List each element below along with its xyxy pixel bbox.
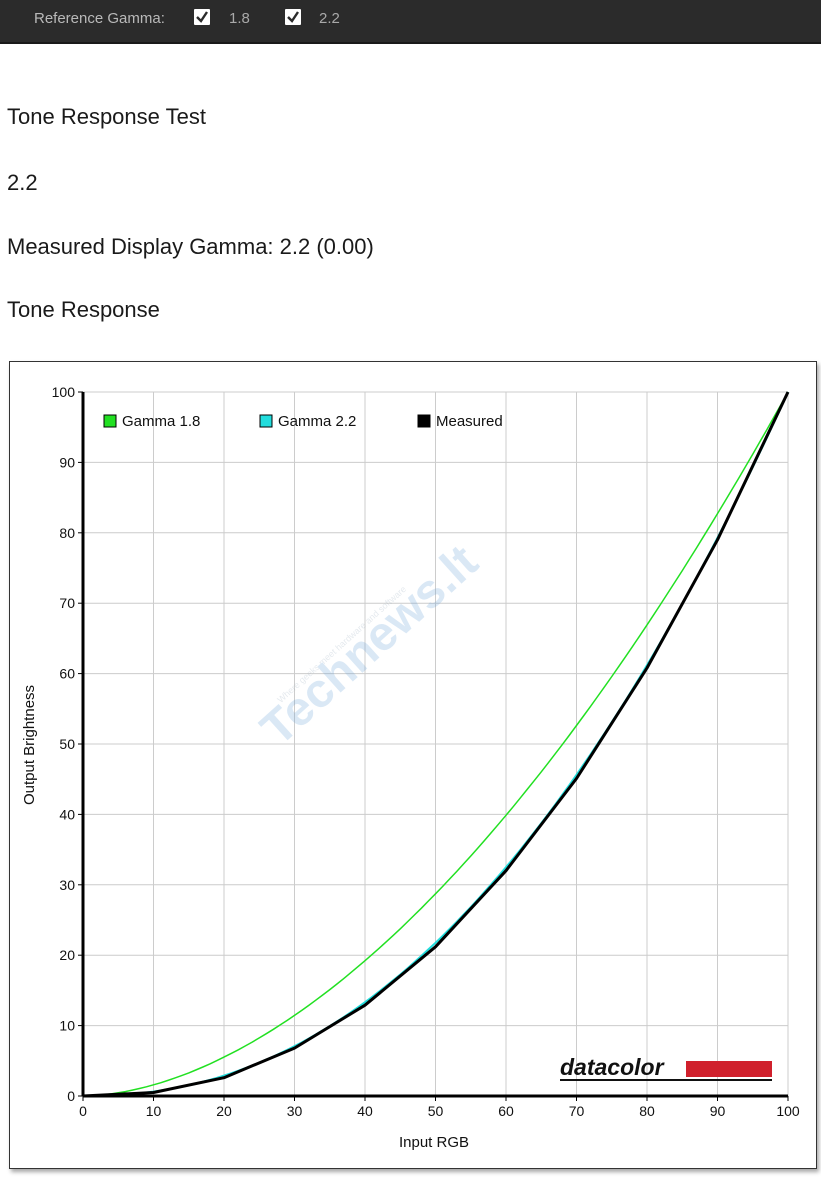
- y-tick-label: 20: [59, 947, 75, 963]
- x-tick-label: 20: [216, 1103, 232, 1119]
- y-tick-label: 0: [67, 1088, 75, 1104]
- y-tick-label: 60: [59, 666, 75, 682]
- reference-gamma-label: Reference Gamma:: [34, 10, 165, 27]
- legend-label: Measured: [436, 413, 503, 430]
- datacolor-logo-bar: [686, 1061, 772, 1077]
- y-tick-label: 40: [59, 806, 75, 822]
- x-tick-label: 60: [498, 1103, 514, 1119]
- datacolor-logo: datacolor: [560, 1054, 772, 1081]
- x-axis-label: Input RGB: [399, 1134, 469, 1151]
- x-tick-label: 40: [357, 1103, 373, 1119]
- check-icon: [287, 11, 299, 23]
- chart-grid: [82, 391, 789, 1097]
- watermark-brand: Technews.lt: [251, 535, 488, 756]
- datacolor-logo-text: datacolor: [560, 1054, 665, 1080]
- series-line-gamma-1-8: [82, 391, 789, 1097]
- measured-gamma-text: Measured Display Gamma: 2.2 (0.00): [7, 234, 374, 259]
- check-icon: [196, 11, 208, 23]
- chart-series: [82, 391, 790, 1098]
- gamma-2-2-checkbox[interactable]: [285, 9, 301, 25]
- x-tick-label: 10: [146, 1103, 162, 1119]
- tone-response-chart: Where geeks meet hardware and software T…: [21, 384, 800, 1151]
- chart-legend: Gamma 1.8 Gamma 2.2 Measured: [103, 413, 503, 430]
- watermark: Where geeks meet hardware and software T…: [251, 535, 488, 756]
- legend-swatch: [103, 414, 117, 428]
- tone-response-chart-frame: Where geeks meet hardware and software T…: [9, 361, 817, 1169]
- y-tick-label: 30: [59, 877, 75, 893]
- reference-gamma-toolbar: Reference Gamma: 1.8 2.2: [0, 0, 821, 44]
- legend-swatch: [417, 414, 431, 428]
- x-tick-label: 90: [710, 1103, 726, 1119]
- datacolor-logo-underline: [560, 1079, 772, 1081]
- y-tick-label: 80: [59, 525, 75, 541]
- legend-label: Gamma 2.2: [278, 413, 356, 430]
- legend-swatch: [259, 414, 273, 428]
- x-tick-label: 70: [569, 1103, 585, 1119]
- y-tick-label: 90: [59, 454, 75, 470]
- page-title: Tone Response Test: [7, 104, 206, 129]
- y-axis-label: Output Brightness: [21, 685, 38, 805]
- x-tick-label: 50: [428, 1103, 444, 1119]
- y-tick-label: 70: [59, 595, 75, 611]
- target-gamma-value: 2.2: [7, 170, 38, 195]
- section-heading: Tone Response: [7, 297, 160, 322]
- series-line-measured: [82, 391, 790, 1098]
- gamma-2-2-option-label: 2.2: [319, 10, 340, 27]
- legend-label: Gamma 1.8: [122, 413, 200, 430]
- y-tick-label: 50: [59, 736, 75, 752]
- y-tick-label: 10: [59, 1018, 75, 1034]
- x-tick-label: 30: [287, 1103, 303, 1119]
- y-tick-label: 100: [52, 384, 76, 400]
- x-tick-label: 0: [79, 1103, 87, 1119]
- gamma-1-8-option-label: 1.8: [229, 10, 250, 27]
- x-tick-label: 80: [639, 1103, 655, 1119]
- x-tick-label: 100: [776, 1103, 800, 1119]
- chart-ticks: 0 10 20 30 40 50 60 70 80 90 100 0 10 20 30 40 50 60 70 80 9…: [52, 384, 800, 1119]
- gamma-1-8-checkbox[interactable]: [194, 9, 210, 25]
